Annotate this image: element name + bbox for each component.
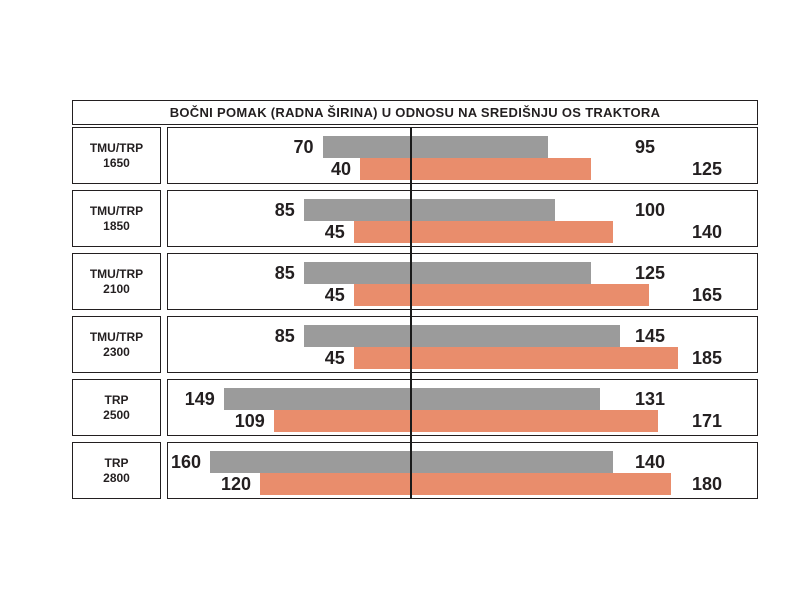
gray-bar: [303, 199, 555, 221]
orange-left-value: 45: [324, 285, 345, 305]
orange-right-value: 185: [692, 348, 723, 368]
gray-left-value: 85: [274, 263, 295, 283]
model-size: 2100: [103, 281, 130, 296]
orange-bar: [260, 473, 671, 495]
orange-left-value: 40: [330, 159, 351, 179]
orange-bar: [360, 158, 592, 180]
gray-left-value: 85: [274, 326, 295, 346]
chart-row: TMU/TRP 2300 85 145 45 185: [72, 316, 758, 373]
model-size: 1650: [103, 155, 130, 170]
model-label: TRP 2800: [72, 442, 161, 499]
model-name: TMU/TRP: [89, 203, 144, 218]
model-name: TMU/TRP: [89, 140, 144, 155]
bar-area: 149 131 109 171: [167, 379, 758, 436]
orange-left-value: 109: [234, 411, 265, 431]
gray-right-value: 95: [635, 137, 656, 157]
orange-right-value: 140: [692, 222, 723, 242]
bar-area: 70 95 40 125: [167, 127, 758, 184]
orange-bar: [273, 410, 658, 432]
model-label: TMU/TRP 1650: [72, 127, 161, 184]
gray-bar: [322, 136, 548, 158]
model-name: TMU/TRP: [89, 329, 144, 344]
orange-bar: [353, 284, 650, 306]
model-label: TMU/TRP 2100: [72, 253, 161, 310]
chart-row: TMU/TRP 2100 85 125 45 165: [72, 253, 758, 310]
chart-title: BOČNI POMAK (RADNA ŠIRINA) U ODNOSU NA S…: [72, 100, 758, 125]
gray-bar: [303, 262, 592, 284]
gray-left-value: 70: [293, 137, 314, 157]
gray-right-value: 125: [635, 263, 666, 283]
model-name: TRP: [104, 392, 129, 407]
orange-bar: [353, 221, 613, 243]
model-size: 2500: [103, 407, 130, 422]
model-name: TMU/TRP: [89, 266, 144, 281]
bar-area: 85 125 45 165: [167, 253, 758, 310]
gray-left-value: 85: [274, 200, 295, 220]
displacement-chart: BOČNI POMAK (RADNA ŠIRINA) U ODNOSU NA S…: [72, 100, 758, 499]
model-size: 2300: [103, 344, 130, 359]
orange-left-value: 45: [324, 348, 345, 368]
model-size: 1850: [103, 218, 130, 233]
gray-right-value: 140: [635, 452, 666, 472]
orange-left-value: 45: [324, 222, 345, 242]
model-size: 2800: [103, 470, 130, 485]
orange-left-value: 120: [220, 474, 251, 494]
chart-row: TRP 2800 160 140 120 180: [72, 442, 758, 499]
gray-bar: [303, 325, 621, 347]
model-label: TMU/TRP 1850: [72, 190, 161, 247]
gray-left-value: 149: [184, 389, 215, 409]
orange-bar: [353, 347, 679, 369]
orange-right-value: 165: [692, 285, 723, 305]
model-name: TRP: [104, 455, 129, 470]
chart-row: TMU/TRP 1850 85 100 45 140: [72, 190, 758, 247]
orange-right-value: 125: [692, 159, 723, 179]
chart-row: TMU/TRP 1650 70 95 40 125: [72, 127, 758, 184]
bar-area: 160 140 120 180: [167, 442, 758, 499]
gray-right-value: 145: [635, 326, 666, 346]
gray-left-value: 160: [170, 452, 201, 472]
gray-right-value: 131: [635, 389, 666, 409]
gray-right-value: 100: [635, 200, 666, 220]
orange-right-value: 180: [692, 474, 723, 494]
bar-area: 85 100 45 140: [167, 190, 758, 247]
model-label: TMU/TRP 2300: [72, 316, 161, 373]
chart-rows: TMU/TRP 1650 70 95 40 125 TMU/TRP 1850 8…: [72, 127, 758, 499]
bar-area: 85 145 45 185: [167, 316, 758, 373]
orange-right-value: 171: [692, 411, 723, 431]
model-label: TRP 2500: [72, 379, 161, 436]
tractor-center-axis-line: [410, 127, 412, 499]
chart-row: TRP 2500 149 131 109 171: [72, 379, 758, 436]
